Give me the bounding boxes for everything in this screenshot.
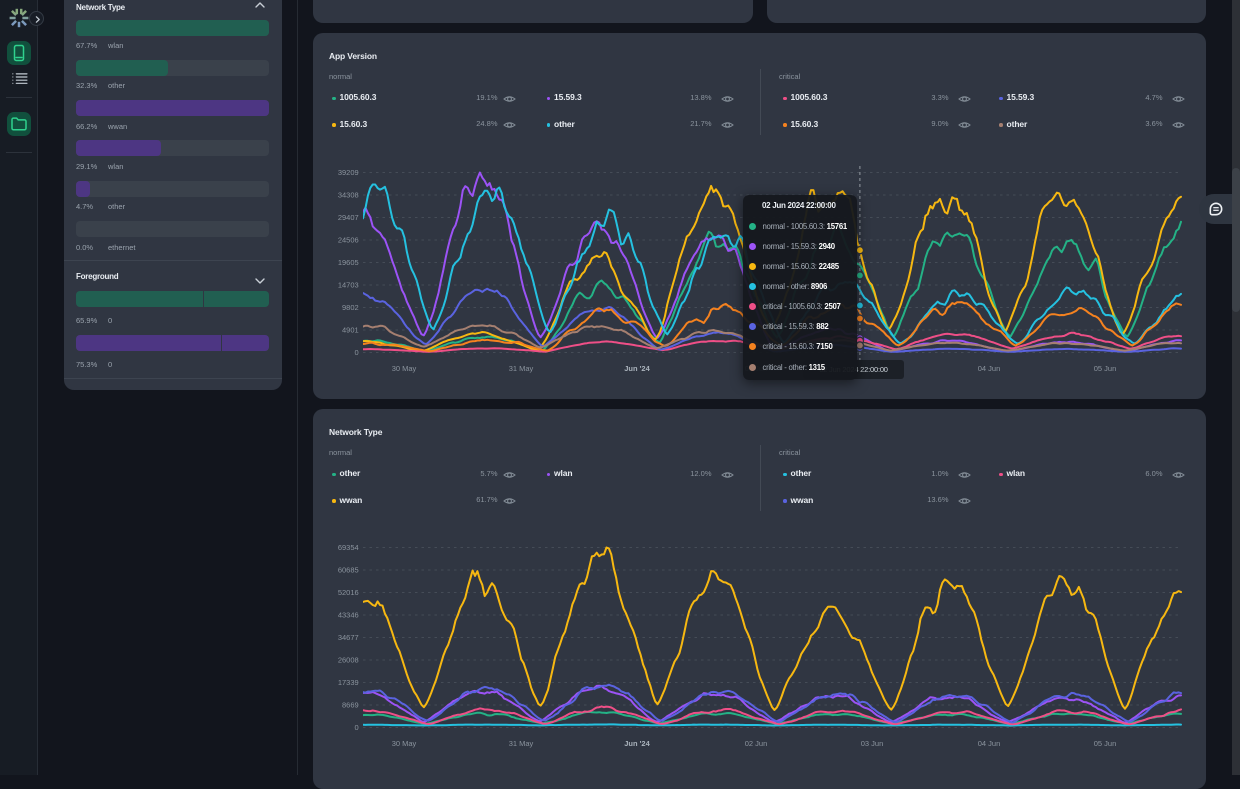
svg-text:34677: 34677: [338, 633, 359, 642]
svg-text:8669: 8669: [342, 700, 359, 709]
svg-text:17339: 17339: [338, 678, 359, 687]
svg-text:02 Jun: 02 Jun: [745, 739, 768, 748]
svg-text:24506: 24506: [338, 235, 359, 244]
svg-text:52016: 52016: [338, 588, 359, 597]
svg-text:0: 0: [355, 348, 359, 357]
svg-text:43346: 43346: [338, 610, 359, 619]
svg-text:31 May: 31 May: [509, 364, 534, 373]
svg-text:05 Jun: 05 Jun: [1094, 739, 1117, 748]
svg-text:14703: 14703: [338, 280, 359, 289]
svg-text:30 May: 30 May: [392, 364, 417, 373]
svg-text:60685: 60685: [338, 565, 359, 574]
svg-text:Jun '24: Jun '24: [624, 739, 650, 748]
svg-text:34308: 34308: [338, 190, 359, 199]
svg-text:04 Jun: 04 Jun: [978, 739, 1001, 748]
svg-text:Jun '24: Jun '24: [624, 364, 650, 373]
svg-text:26008: 26008: [338, 655, 359, 664]
svg-text:39209: 39209: [338, 168, 359, 177]
svg-text:0: 0: [355, 723, 359, 732]
svg-text:05 Jun: 05 Jun: [1094, 364, 1117, 373]
svg-text:19605: 19605: [338, 258, 359, 267]
svg-text:69354: 69354: [338, 543, 359, 552]
svg-text:30 May: 30 May: [392, 739, 417, 748]
svg-text:29407: 29407: [338, 213, 359, 222]
svg-text:9802: 9802: [342, 303, 359, 312]
svg-text:31 May: 31 May: [509, 739, 534, 748]
svg-text:03 Jun: 03 Jun: [861, 739, 884, 748]
svg-text:04 Jun: 04 Jun: [978, 364, 1001, 373]
svg-text:4901: 4901: [342, 325, 359, 334]
